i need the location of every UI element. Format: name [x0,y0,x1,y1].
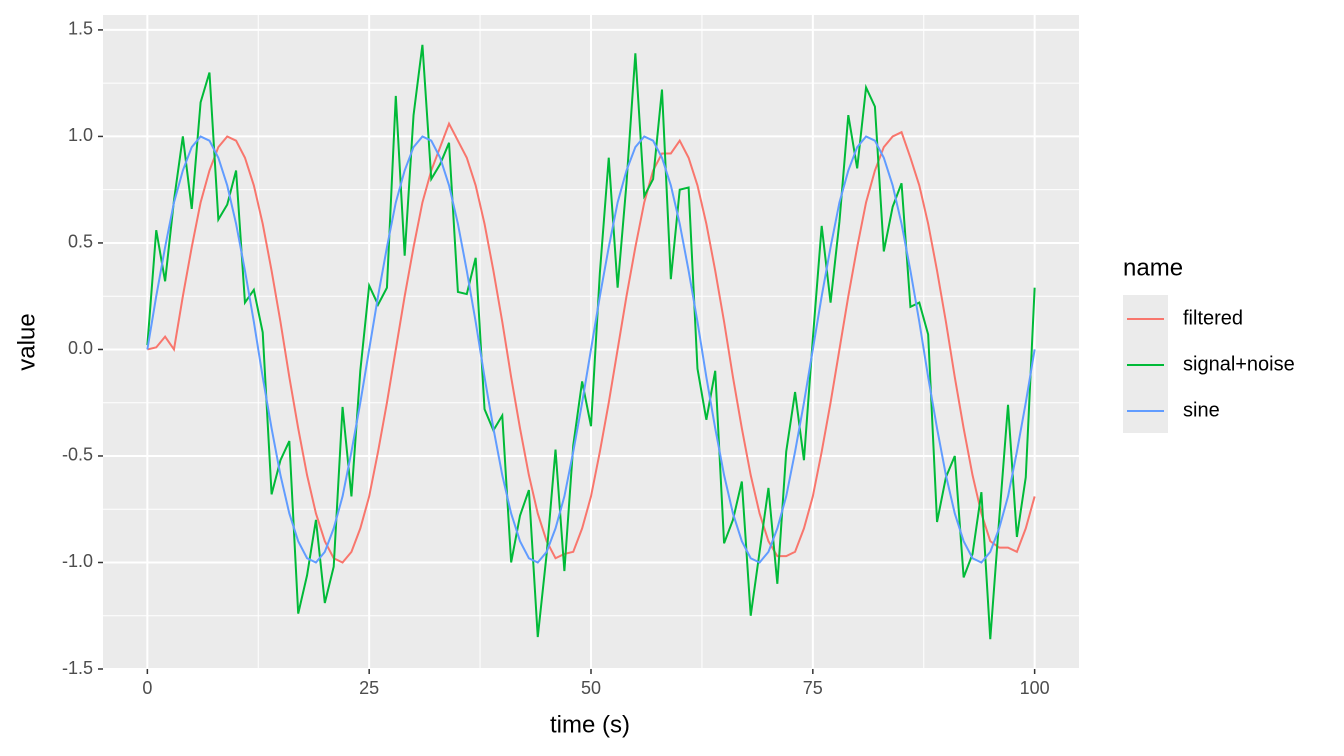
x-axis-title: time (s) [550,711,630,738]
y-tick-label: -0.5 [62,445,93,465]
x-tick-label: 50 [581,678,601,698]
legend-title: name [1123,254,1183,281]
x-tick-label: 75 [803,678,823,698]
series-line [146,44,1036,640]
x-tick-label: 100 [1020,678,1050,698]
y-tick-label: -1.5 [62,658,93,678]
y-axis-title: value [13,313,40,370]
legend-label: signal+noise [1183,353,1295,375]
y-tick-label: 1.0 [68,125,93,145]
legend-label: sine [1183,399,1220,421]
y-tick-label: -1.0 [62,551,93,571]
y-tick-label: 1.5 [68,19,93,39]
legend-label: filtered [1183,307,1243,329]
y-tick-label: 0.0 [68,338,93,358]
series-line [147,121,1036,564]
x-tick-label: 25 [359,678,379,698]
y-tick-label: 0.5 [68,232,93,252]
series-line [146,135,1036,564]
x-tick-label: 0 [142,678,152,698]
